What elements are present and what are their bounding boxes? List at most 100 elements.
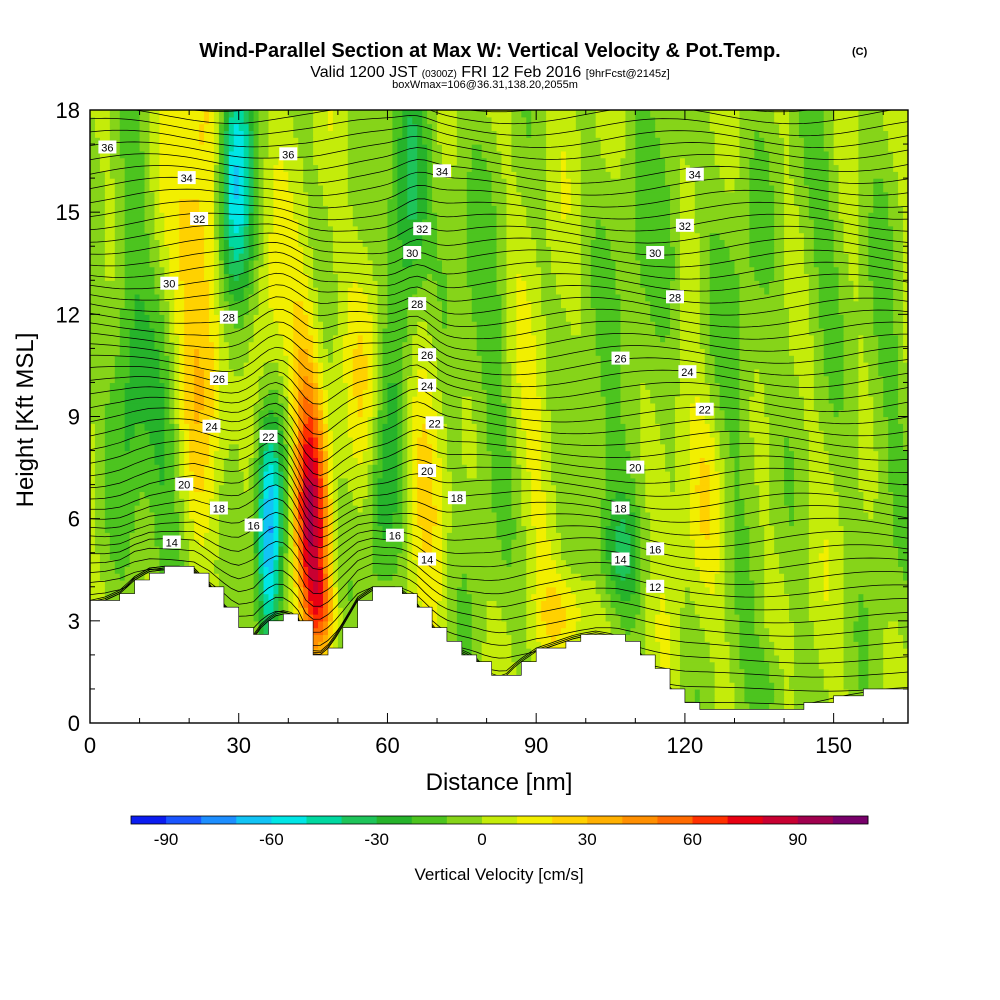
isentrope-line [189,110,812,113]
velocity-cell [813,641,845,649]
velocity-cell [402,416,408,424]
velocity-cell [501,293,508,302]
velocity-cell [268,443,275,452]
velocity-cell [446,300,473,309]
velocity-cell [749,409,765,418]
velocity-cell [679,682,716,690]
velocity-cell [134,430,151,438]
velocity-cell [114,362,131,370]
velocity-cell [615,273,641,281]
velocity-cell [818,314,845,322]
velocity-cell [437,218,468,227]
velocity-cell [739,280,760,288]
velocity-cell [441,573,448,581]
velocity-cell [903,566,908,574]
velocity-cell [486,389,503,397]
velocity-cell [903,423,908,431]
velocity-cell [674,416,691,424]
velocity-cell [402,484,408,493]
velocity-cell [164,327,170,336]
velocity-cell [323,477,329,486]
velocity-cell [878,491,894,499]
velocity-cell [298,477,304,486]
velocity-cell [392,150,398,159]
velocity-cell [407,552,413,561]
velocity-cell [739,116,775,125]
velocity-cell [798,382,815,390]
velocity-cell [288,184,304,193]
velocity-cell [258,246,265,254]
velocity-cell [496,280,508,288]
velocity-cell [674,464,691,472]
velocity-cell [501,300,508,309]
velocity-cell [670,218,681,227]
velocity-cell [308,586,314,595]
velocity-cell [99,573,121,581]
velocity-cell [813,634,845,642]
velocity-cell [729,443,741,452]
velocity-cell [323,464,329,472]
velocity-cell [258,382,284,390]
velocity-cell [784,178,795,186]
velocity-cell [248,293,260,302]
velocity-cell [208,450,215,458]
velocity-cell [719,552,726,561]
velocity-cell [327,416,349,424]
velocity-cell [471,416,488,424]
velocity-cell [293,477,299,486]
velocity-cell [699,300,711,309]
velocity-cell [114,246,126,254]
velocity-cell [372,498,379,506]
velocity-cell [258,552,265,561]
velocity-cell [313,470,319,479]
velocity-cell [90,566,101,574]
velocity-cell [476,470,493,479]
velocity-cell [213,287,220,295]
velocity-cell [432,443,438,452]
velocity-cell [575,620,612,629]
velocity-cell [679,688,696,697]
velocity-cell [228,110,235,118]
velocity-cell [635,586,641,595]
isentrope-line [90,364,908,405]
velocity-cell [546,205,562,213]
velocity-cell [764,559,780,567]
velocity-cell [818,416,860,424]
velocity-cell [313,620,319,629]
velocity-cell [332,123,349,132]
velocity-cell [466,184,493,193]
velocity-cell [511,477,522,486]
velocity-cell [94,525,106,533]
velocity-cell [283,430,289,438]
velocity-cell [278,498,284,506]
velocity-cell [679,695,696,704]
velocity-cell [293,362,299,370]
velocity-cell [793,620,815,629]
velocity-cell [784,682,790,690]
velocity-cell [749,430,770,438]
velocity-cell [372,552,398,561]
velocity-cell [90,362,116,370]
velocity-cell [164,382,170,390]
velocity-cell [372,457,379,465]
velocity-cell [218,218,225,227]
velocity-cell [90,559,101,567]
velocity-cell [640,600,646,608]
velocity-cell [511,368,517,377]
velocity-cell [808,545,825,554]
velocity-cell [526,443,542,452]
velocity-cell [789,307,810,315]
velocity-cell [640,607,646,615]
velocity-cell [793,641,815,649]
velocity-cell [784,239,805,247]
velocity-cell [437,253,468,261]
velocity-cell [263,212,275,220]
velocity-cell [332,491,339,499]
velocity-cell [253,423,260,431]
velocity-cell [268,484,275,493]
velocity-cell [367,307,379,315]
velocity-cell [109,171,126,179]
velocity-cell [382,443,398,452]
velocity-cell [868,389,884,397]
velocity-cell [635,225,671,234]
